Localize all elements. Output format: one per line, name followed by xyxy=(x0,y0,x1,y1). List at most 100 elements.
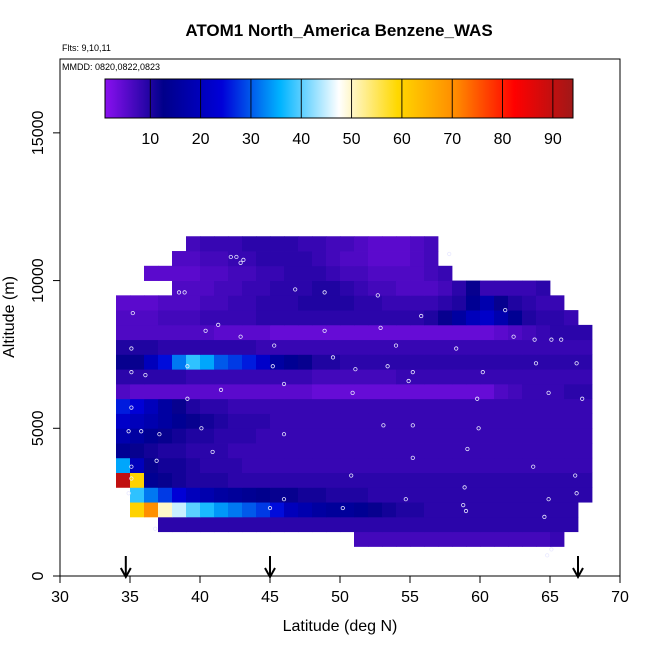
heatmap-cell xyxy=(508,516,523,533)
heatmap-cell xyxy=(172,280,187,296)
heatmap-cell xyxy=(452,398,467,414)
heatmap-cell xyxy=(452,443,467,459)
sample-point xyxy=(410,370,415,375)
heatmap-cell xyxy=(298,369,313,385)
heatmap-cell xyxy=(396,398,411,414)
flight-arrow-head xyxy=(119,567,132,580)
heatmap-cell xyxy=(536,516,551,533)
colorbar-tick-label: 30 xyxy=(242,131,260,148)
sample-point xyxy=(143,373,148,378)
heatmap-cell xyxy=(270,236,285,252)
heatmap-cell xyxy=(438,531,453,547)
heatmap-cell xyxy=(410,398,425,414)
heatmap-cell xyxy=(382,295,397,311)
sample-point xyxy=(461,502,466,508)
heatmap-cell xyxy=(424,531,439,547)
heatmap-cell xyxy=(396,236,411,252)
heatmap-cell xyxy=(298,295,313,311)
heatmap-cell xyxy=(270,369,285,385)
heatmap-cell xyxy=(200,354,215,370)
heatmap-cell xyxy=(284,428,299,444)
heatmap-cell xyxy=(396,502,411,518)
heatmap-cell xyxy=(186,472,201,488)
heatmap-cell xyxy=(200,251,215,267)
heatmap-cell xyxy=(228,383,243,400)
heatmap-cell xyxy=(536,531,551,547)
heatmap-cell xyxy=(228,487,243,503)
heatmap-cell xyxy=(438,295,453,311)
heatmap-cell xyxy=(466,310,481,326)
flight-arrow-head xyxy=(264,567,276,580)
heatmap-cell xyxy=(466,428,481,444)
heatmap-cell xyxy=(354,324,369,341)
sample-point xyxy=(463,508,469,514)
heatmap-cell xyxy=(298,324,313,341)
heatmap-cell xyxy=(354,339,369,355)
sample-point xyxy=(129,346,134,351)
heatmap-cell xyxy=(158,502,173,518)
heatmap-cell xyxy=(424,413,439,429)
heatmap-cell xyxy=(256,428,271,444)
heatmap-cell xyxy=(494,472,509,488)
heatmap-cell xyxy=(186,251,201,267)
heatmap-cell xyxy=(186,516,201,533)
heatmap-cell xyxy=(144,502,159,518)
heatmap-cell xyxy=(354,354,369,370)
x-tick-label: 35 xyxy=(121,589,139,606)
heatmap-cell xyxy=(158,398,173,414)
heatmap-cell xyxy=(508,280,523,296)
heatmap-cell xyxy=(270,516,285,533)
heatmap-cell xyxy=(424,354,439,370)
heatmap-cell xyxy=(494,354,509,370)
heatmap-cell xyxy=(116,369,131,385)
sample-point xyxy=(350,390,355,395)
heatmap-cell xyxy=(228,369,243,385)
heatmap-cell xyxy=(522,354,537,370)
heatmap-cell xyxy=(312,443,327,459)
heatmap-cell xyxy=(256,369,271,385)
heatmap-cell xyxy=(326,265,341,281)
heatmap-cell xyxy=(368,472,383,488)
heatmap-cell xyxy=(508,531,523,547)
sample-point xyxy=(580,396,585,401)
heatmap-cell xyxy=(186,339,201,355)
heatmap-cell xyxy=(130,339,145,355)
heatmap-cell xyxy=(340,236,355,252)
heatmap-cell xyxy=(452,457,467,473)
heatmap-cell xyxy=(298,516,313,533)
heatmap-cell xyxy=(480,354,495,370)
heatmap-cell xyxy=(550,354,565,370)
heatmap-cell xyxy=(382,324,397,341)
heatmap-cell xyxy=(480,383,495,400)
heatmap-cell xyxy=(564,354,579,370)
heatmap-cell xyxy=(536,310,551,326)
sample-point xyxy=(503,308,508,313)
heatmap-cell xyxy=(256,487,271,503)
heatmap-cell xyxy=(410,531,425,547)
heatmap-cell xyxy=(508,383,523,400)
heatmap-cell xyxy=(270,339,285,355)
heatmap-cell xyxy=(228,516,243,533)
colorbar-tick-label: 40 xyxy=(292,131,310,148)
sample-point xyxy=(393,343,399,348)
chart-title: ATOM1 North_America Benzene_WAS xyxy=(185,21,492,40)
heatmap-cell xyxy=(284,280,299,296)
heatmap-cell xyxy=(340,516,355,533)
heatmap-cell xyxy=(130,324,145,341)
heatmap-cell xyxy=(312,457,327,473)
heatmap-cell xyxy=(424,487,439,503)
heatmap-cell xyxy=(354,502,369,518)
heatmap-cell xyxy=(172,487,187,503)
heatmap-cell xyxy=(466,324,481,341)
heatmap-cell xyxy=(256,443,271,459)
heatmap-cell xyxy=(410,354,425,370)
heatmap-cell xyxy=(578,354,593,370)
heatmap-cell xyxy=(452,369,467,385)
heatmap-cell xyxy=(270,502,285,518)
heatmap-cell xyxy=(424,457,439,473)
heatmap-cell xyxy=(214,472,229,488)
heatmap-cell xyxy=(228,457,243,473)
heatmap-cell xyxy=(382,487,397,503)
sample-point xyxy=(476,426,481,431)
heatmap-cell xyxy=(144,383,159,400)
